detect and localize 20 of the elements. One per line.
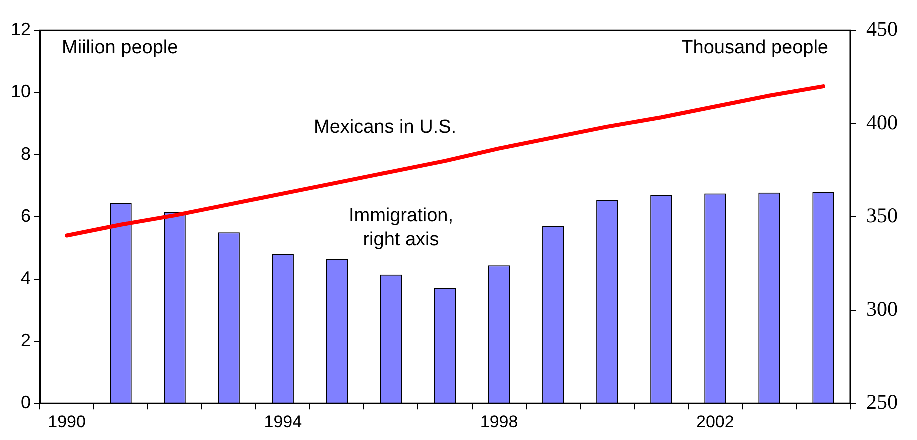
y2-tick-label: 300: [866, 296, 898, 321]
y-tick-label: 8: [21, 144, 32, 164]
y2-tick-label: 450: [866, 17, 898, 42]
y2-tick-label: 250: [866, 390, 898, 414]
y-tick-label: 6: [21, 206, 32, 226]
y2-tick-label: 350: [866, 204, 898, 228]
y-tick-label: 2: [21, 330, 32, 350]
series-label: Immigration, right axis: [348, 205, 454, 250]
y-tick-label: 10: [10, 82, 32, 102]
series-label: Mexicans in U.S.: [314, 116, 457, 138]
x-tick-label: 1990: [48, 412, 86, 432]
x-tick-label: 2002: [696, 412, 734, 432]
x-tick-label: 1994: [264, 412, 302, 432]
y-tick-label: 0: [21, 392, 32, 413]
y2-axis-title: Thousand people: [682, 37, 828, 58]
y2-tick-label: 400: [866, 110, 898, 134]
y-axis-title: Miilion people: [62, 37, 178, 58]
y-tick-label: 4: [21, 268, 32, 288]
x-tick-label: 1998: [480, 412, 518, 432]
y-tick-label: 12: [10, 20, 32, 40]
